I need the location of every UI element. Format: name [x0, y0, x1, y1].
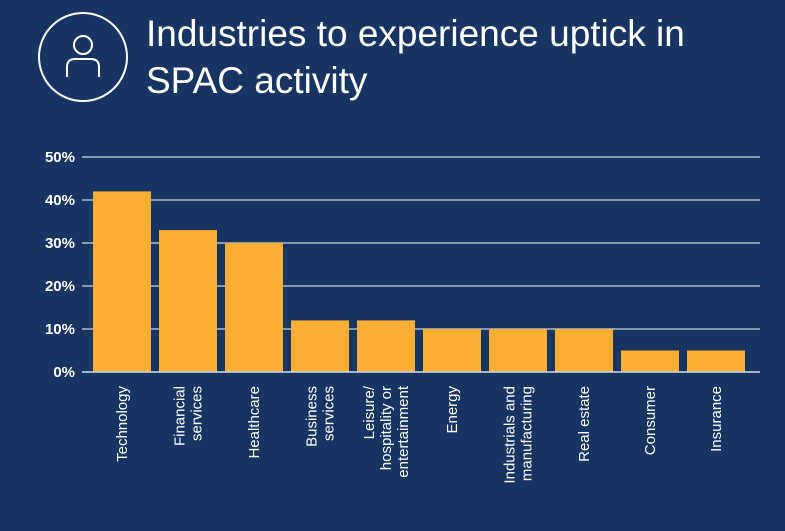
bar: [225, 243, 283, 372]
x-tick-label: Insurance: [708, 386, 725, 452]
y-tick-label: 0%: [53, 364, 75, 381]
y-tick-label: 30%: [45, 235, 75, 252]
x-tick-label: Financial services: [172, 386, 206, 446]
bar: [489, 329, 547, 372]
y-tick-label: 10%: [45, 321, 75, 338]
bar: [93, 191, 151, 372]
x-tick-label-line: Insurance: [708, 386, 725, 452]
person-icon: [37, 11, 129, 103]
x-tick-label-line: manufacturing: [519, 386, 536, 481]
x-tick-label: Business services: [304, 386, 338, 447]
x-tick-label: Healthcare: [246, 386, 263, 459]
chart-title: Industries to experience uptick in SPAC …: [146, 13, 685, 101]
x-tick-label: Consumer: [642, 386, 659, 455]
x-tick-label: Industrials and manufacturing: [502, 386, 536, 484]
bar: [291, 320, 349, 372]
bar: [621, 350, 679, 372]
bar: [555, 329, 613, 372]
x-tick-label-line: Technology: [114, 386, 131, 462]
x-tick-label-line: Industrials and: [502, 386, 519, 484]
x-tick-label: Real estate: [576, 386, 593, 462]
x-tick-label: Energy: [444, 386, 461, 434]
x-tick-label-line: Financial: [172, 386, 189, 446]
y-tick-label: 50%: [45, 149, 75, 166]
bar: [687, 350, 745, 372]
bar: [159, 230, 217, 372]
x-tick-label-line: Healthcare: [246, 386, 263, 459]
bar: [423, 329, 481, 372]
y-tick-label: 40%: [45, 192, 75, 209]
x-tick-label-line: Real estate: [576, 386, 593, 462]
x-tick-label-line: entertainment: [395, 385, 412, 478]
x-tick-label-line: services: [189, 386, 206, 441]
x-tick-label-line: services: [321, 386, 338, 441]
x-tick-label-line: Leisure/: [361, 385, 378, 439]
x-tick-label: Leisure/hospitality or entertainment: [361, 385, 412, 478]
x-tick-label-line: Business: [304, 386, 321, 447]
y-tick-label: 20%: [45, 278, 75, 295]
person-icon-svg: [38, 12, 128, 102]
x-tick-label: Technology: [114, 386, 131, 462]
x-tick-label-line: Consumer: [642, 386, 659, 455]
bar: [357, 320, 415, 372]
x-tick-label-line: Energy: [444, 386, 461, 434]
x-tick-label-line: hospitality or: [378, 386, 395, 470]
